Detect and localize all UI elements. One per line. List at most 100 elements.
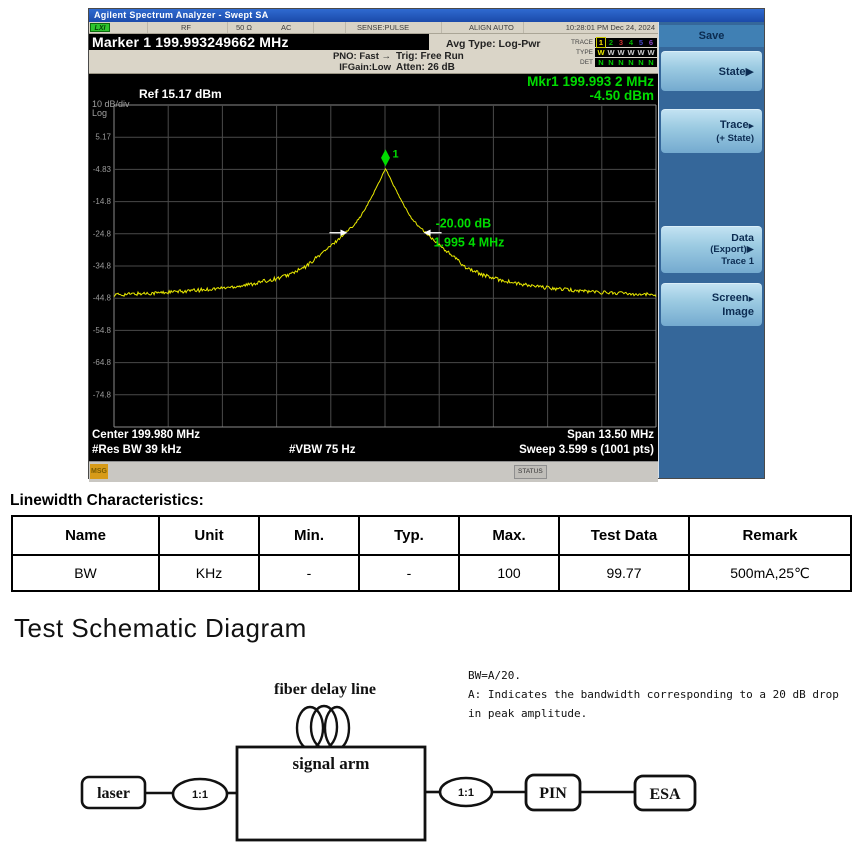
- cell-remark: 500mA,25℃: [688, 554, 852, 592]
- footer-row-2: #Res BW 39 kHz #VBW 75 Hz Sweep 3.599 s …: [89, 443, 658, 458]
- fiber-delay-line-label: fiber delay line: [274, 681, 376, 698]
- linewidth-heading: Linewidth Characteristics:: [10, 492, 204, 509]
- laser-box: [80, 775, 147, 810]
- col-min: Min.: [258, 515, 360, 556]
- msg-badge: MSG: [90, 464, 108, 479]
- scale-label: 10 dB/div: [92, 99, 130, 109]
- trace-button[interactable]: Trace▶ (+ State): [661, 109, 762, 153]
- footer-row-1: Center 199.980 MHz Span 13.50 MHz: [89, 428, 658, 443]
- col-name: Name: [11, 515, 160, 556]
- spectrum-chart: 5.17 -4.83 -14.8 -24.8 -34.8 -44.8 -54.8 -64.8 -…: [93, 104, 657, 428]
- data-export-button[interactable]: Data (Export)▶ Trace 1: [661, 226, 762, 273]
- trace-legend: TRACE 1 2 3 4 5 6 TYPE W: [551, 37, 657, 68]
- softkey-menu-title: Save: [659, 25, 764, 47]
- submenu-arrow-icon: ▶: [748, 296, 754, 303]
- trace-numbers: 1 2 3 4 5 6: [595, 37, 657, 48]
- softkey-panel: Save State▶ Trace▶ (+ State) Data (Expor…: [658, 22, 764, 478]
- status-sense: SENSE:PULSE: [357, 23, 410, 32]
- state-button[interactable]: State▶: [661, 51, 762, 91]
- lxi-badge: LXI: [90, 23, 110, 32]
- svg-text:5.17: 5.17: [95, 133, 111, 142]
- linewidth-table: Name Unit Min. Typ. Max. Test Data Remar…: [11, 515, 852, 592]
- trace-detectors: N N N N N N: [595, 58, 657, 67]
- vbw-label: #VBW 75 Hz: [289, 444, 356, 456]
- test-schematic-diagram: fiber delay line signal arm laser 1:1 1:…: [80, 681, 697, 842]
- status-datetime: 10:28:01 PM Dec 24, 2024: [565, 23, 655, 32]
- esa-label: ESA: [649, 786, 681, 803]
- input-coupler-label: 1:1: [192, 789, 208, 801]
- trace-legend-label: TRACE: [570, 39, 593, 46]
- cell-test-data: 99.77: [558, 554, 690, 592]
- sweep-label: Sweep 3.599 s (1001 pts): [519, 444, 654, 456]
- svg-text:1: 1: [393, 148, 399, 160]
- svg-text:-4.83: -4.83: [93, 165, 112, 174]
- schematic-heading: Test Schematic Diagram: [14, 613, 307, 643]
- signal-arm-label: signal arm: [293, 754, 370, 773]
- svg-text:-24.8: -24.8: [93, 229, 112, 238]
- ifgain-setting: IFGain:Low: [339, 62, 391, 73]
- cell-max: 100: [458, 554, 560, 592]
- col-test-data: Test Data: [558, 515, 690, 556]
- cell-name: BW: [11, 554, 160, 592]
- status-align: ALIGN AUTO: [469, 23, 514, 32]
- col-remark: Remark: [688, 515, 852, 556]
- output-coupler: [438, 776, 494, 808]
- svg-text:-74.8: -74.8: [93, 390, 112, 399]
- submenu-arrow-icon: ▶: [748, 122, 754, 130]
- span-label: Span 13.50 MHz: [567, 429, 654, 441]
- res-bw-label: #Res BW 39 kHz: [92, 444, 182, 456]
- note-line: A: Indicates the bandwidth corresponding…: [468, 688, 839, 701]
- status-coupling: AC: [281, 23, 292, 32]
- status-cell: STATUS: [514, 465, 547, 479]
- svg-text:-34.8: -34.8: [93, 262, 112, 271]
- input-coupler: [171, 777, 229, 811]
- cell-typ: -: [358, 554, 460, 592]
- svg-text:-44.8: -44.8: [93, 294, 112, 303]
- trigger-setting: Trig: Free Run: [396, 51, 464, 62]
- status-bar: LXI RF 50 Ω AC SENSE:PULSE ALIGN AUTO 10…: [89, 22, 658, 34]
- trace-types: W W W W W W: [595, 48, 657, 57]
- marker-delta-readout: Mkr1 199.993 2 MHz -4.50 dBm: [527, 74, 654, 103]
- svg-text:-64.8: -64.8: [93, 358, 112, 367]
- atten-setting: Atten: 26 dB: [396, 62, 455, 73]
- avg-type-setting: Avg Type: Log-Pwr: [446, 38, 541, 50]
- ref-level-label: Ref 15.17 dBm: [139, 87, 222, 101]
- status-rf: RF: [181, 23, 191, 32]
- svg-text:-14.8: -14.8: [93, 197, 112, 206]
- table-header-row: Name Unit Min. Typ. Max. Test Data Remar…: [11, 515, 852, 556]
- fiber-coil-icon: [295, 704, 351, 751]
- marker-readout: Marker 1 199.993249662 MHz: [89, 34, 429, 50]
- svg-text:-54.8: -54.8: [93, 326, 112, 335]
- svg-text:1.995 4 MHz: 1.995 4 MHz: [434, 236, 505, 250]
- note-line: in peak amplitude.: [468, 707, 588, 720]
- center-freq-label: Center 199.980 MHz: [92, 429, 201, 441]
- pin-label: PIN: [539, 785, 567, 802]
- spectrum-analyzer-window: Agilent Spectrum Analyzer - Swept SA LXI…: [88, 8, 765, 482]
- status-impedance: 50 Ω: [236, 23, 253, 32]
- cell-unit: KHz: [158, 554, 260, 592]
- note-line: BW=A/20.: [468, 669, 521, 682]
- window-titlebar: Agilent Spectrum Analyzer - Swept SA: [89, 9, 764, 22]
- cell-min: -: [258, 554, 360, 592]
- col-unit: Unit: [158, 515, 260, 556]
- log-label: Log: [92, 108, 108, 118]
- esa-box: [633, 774, 697, 812]
- schematic-notes: BW=A/20. A: Indicates the bandwidth corr…: [468, 666, 858, 723]
- type-legend-label: TYPE: [576, 49, 593, 56]
- col-typ: Typ.: [358, 515, 460, 556]
- annotation-block: Marker 1 199.993249662 MHz PNO: Fast → I…: [89, 34, 658, 74]
- pin-box: [524, 773, 582, 812]
- message-strip: MSG STATUS: [89, 461, 658, 482]
- signal-arm-box: [235, 745, 427, 842]
- screen-image-button[interactable]: Screen▶ Image: [661, 283, 762, 326]
- svg-text:-20.00 dB: -20.00 dB: [436, 217, 492, 231]
- pno-setting: PNO: Fast →: [332, 51, 391, 62]
- spectrum-display: 5.17 -4.83 -14.8 -24.8 -34.8 -44.8 -54.8 -64.8 -…: [89, 74, 658, 461]
- col-max: Max.: [458, 515, 560, 556]
- table-row: BW KHz - - 100 99.77 500mA,25℃: [11, 554, 852, 592]
- fiber-connections: [145, 790, 635, 795]
- analyzer-display-column: LXI RF 50 Ω AC SENSE:PULSE ALIGN AUTO 10…: [89, 22, 658, 482]
- det-legend-label: DET: [580, 59, 593, 66]
- output-coupler-label: 1:1: [458, 787, 474, 799]
